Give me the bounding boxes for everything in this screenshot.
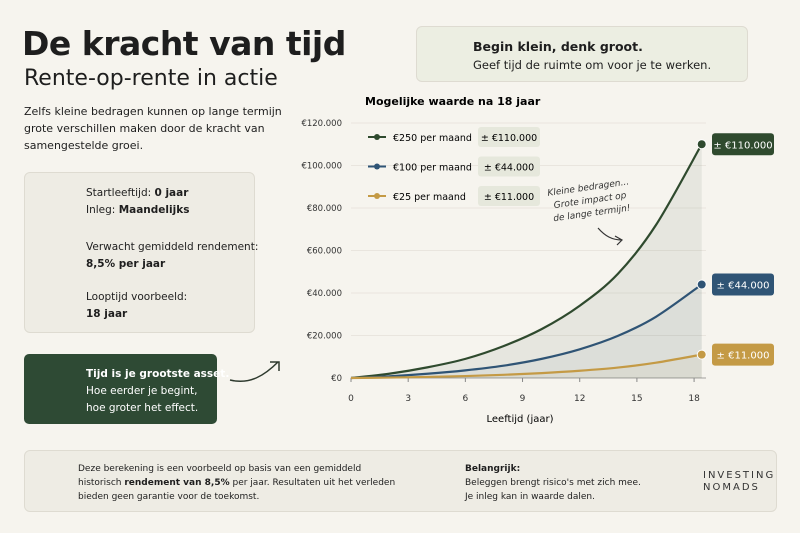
legend-label: €250 per maand [393,133,472,144]
end-dot [696,279,707,290]
legend-value-box [478,156,540,177]
text: historisch [78,478,122,488]
tip-line: hoe groter het effect. [86,402,199,414]
y-tick-label: €60.000 [307,247,342,257]
title: De kracht van tijd [22,24,346,63]
x-tick-label: 15 [631,394,642,404]
text: Je inleg kan in waarde dalen. [465,492,595,502]
tip-box [24,354,217,424]
area [351,284,702,378]
end-label: ± €44.000 [717,281,770,292]
text: Deze berekening is een voorbeeld op basi… [78,464,362,474]
value: Maandelijks [118,204,190,216]
important: Belangrijk: Beleggen brengt risico's met … [465,462,641,504]
label: Looptijd voorbeeld: [86,291,188,303]
end-label: ± €11.000 [717,351,770,362]
tip-line: Hoe eerder je begint, [86,385,198,397]
subtitle: Rente-op-rente in actie [24,66,278,91]
assumptions-box [24,172,255,333]
label: Inleg: [86,204,116,216]
footer-box [24,450,777,512]
x-tick-label: 3 [405,394,411,404]
value: 0 jaar [154,187,189,199]
logo: INVESTING NOMADS [703,470,775,494]
legend-value-box [478,186,540,206]
text: bieden geen garantie voor de toekomst. [78,492,260,502]
important-title: Belangrijk: [465,464,521,474]
annotation-arrow [597,227,623,246]
text: rendement van 8,5% [124,478,230,488]
legend-label: €25 per maand [393,192,466,203]
x-tick-label: 9 [520,394,526,404]
intro: Zelfs kleine bedragen kunnen op lange te… [24,105,282,152]
legend-dot [374,163,380,170]
legend-dot [374,134,380,140]
tip: Tijd is je grootste asset. Hoe eerder je … [86,366,229,417]
end-label-box [712,133,774,156]
legend-value: ± €11.000 [484,192,534,203]
y-tick-label: €40.000 [307,289,342,299]
legend-value: ± €44.000 [484,163,534,174]
area [351,144,702,378]
legend-label: €100 per maand [393,163,472,174]
tip-title: Tijd is je grootste asset. [86,368,230,380]
legend-value: ± €110.000 [481,133,537,144]
line [350,353,702,380]
x-tick-label: 0 [348,394,354,404]
y-tick-label: €80.000 [307,204,342,214]
end-label: ± €110.000 [713,140,772,151]
callout: Begin klein, denk groot. Geef tijd de rui… [473,38,711,74]
legend-value-box [478,127,540,147]
chart-title: Mogelijke waarde na 18 jaar [365,95,541,108]
end-dot [696,139,707,150]
end-label-box [712,343,774,366]
x-tick-label: 18 [688,394,700,404]
callout-box [416,26,748,82]
text: per jaar. Resultaten uit het verleden [232,478,396,488]
y-tick-label: €20.000 [307,332,342,342]
x-tick-label: 12 [574,394,585,404]
x-axis-label: Leeftijd (jaar) [487,414,554,425]
callout-text: Geef tijd de ruimte om voor je te werken… [473,58,712,72]
y-tick-label: €0 [331,374,342,384]
legend-dot [374,193,380,199]
line [350,283,703,380]
y-tick-label: €120.000 [301,119,342,129]
label: Startleeftijd: [86,187,152,199]
logo-text: INVESTING [703,470,776,481]
end-dot [696,349,707,360]
assumption: Looptijd voorbeeld: 18 jaar [86,289,187,323]
disclaimer: Deze berekening is een voorbeeld op basi… [78,462,395,504]
assumption: Startleeftijd: 0 jaar Inleg: Maandelijks [86,185,189,219]
area [351,354,702,378]
x-tick-label: 6 [462,394,468,404]
callout-title: Begin klein, denk groot. [473,39,643,54]
line [350,143,703,380]
logo-text: NOMADS [703,482,760,493]
text: Beleggen brengt risico's met zich mee. [465,478,641,488]
end-label-box [712,273,774,296]
label: Verwacht gemiddeld rendement: [86,241,259,253]
arrow [229,361,280,382]
assumption: Verwacht gemiddeld rendement: 8,5% per ja… [86,239,258,273]
value: 18 jaar [86,308,128,320]
y-tick-label: €100.000 [301,162,342,172]
value: 8,5% per jaar [86,258,166,270]
